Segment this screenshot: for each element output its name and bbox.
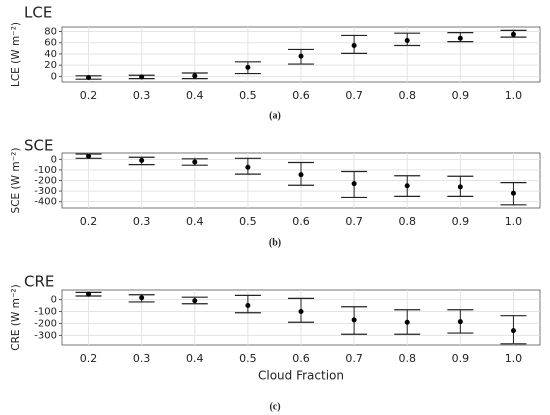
x-tick-label: 0.3 [133, 89, 151, 102]
x-tick-label: 0.8 [398, 215, 416, 228]
y-tick-label: 80 [44, 26, 57, 37]
y-axis-label: SCE (W m⁻²) [10, 148, 22, 214]
point [139, 157, 145, 163]
point [245, 64, 251, 70]
x-tick-label: 0.6 [292, 215, 310, 228]
caption: (c) [269, 401, 280, 412]
y-tick-label: -200 [34, 318, 57, 329]
panel-title: CRE [24, 273, 54, 291]
point [86, 291, 92, 297]
point [139, 295, 145, 301]
point [86, 75, 92, 81]
y-tick-label: 0 [51, 295, 57, 306]
x-tick-label: 0.9 [452, 89, 470, 102]
y-tick-label: -100 [34, 307, 57, 318]
x-axis-label: Cloud Fraction [258, 369, 344, 383]
x-tick-label: 0.6 [292, 352, 310, 365]
y-tick-label: 0 [51, 154, 57, 165]
point [245, 164, 251, 170]
point [404, 319, 410, 325]
point [351, 181, 357, 187]
point [457, 35, 463, 41]
point [351, 317, 357, 323]
x-tick-label: 1.0 [505, 215, 523, 228]
point [510, 328, 516, 334]
x-tick-label: 0.5 [239, 215, 257, 228]
panel-title: SCE [24, 137, 53, 155]
x-tick-label: 1.0 [505, 89, 523, 102]
x-tick-label: 0.6 [292, 89, 310, 102]
x-tick-label: 0.4 [186, 215, 204, 228]
y-tick-label: -100 [34, 165, 57, 176]
y-tick-label: 20 [44, 60, 57, 71]
point [298, 53, 304, 59]
x-tick-label: 0.4 [186, 89, 204, 102]
x-tick-label: 0.5 [239, 89, 257, 102]
x-tick-label: 0.8 [398, 89, 416, 102]
x-tick-label: 0.3 [133, 352, 151, 365]
caption: (b) [269, 237, 281, 248]
caption: (a) [269, 110, 281, 121]
point [192, 298, 198, 304]
point [245, 303, 251, 309]
point [298, 172, 304, 178]
point [510, 31, 516, 37]
y-tick-label: -200 [34, 176, 57, 187]
point [139, 74, 145, 80]
x-tick-label: 0.7 [345, 89, 363, 102]
y-tick-label: 0 [51, 71, 57, 82]
panel-title: LCE [24, 4, 52, 22]
x-tick-label: 0.2 [80, 89, 98, 102]
y-tick-label: -300 [34, 186, 57, 197]
x-tick-label: 0.2 [80, 352, 98, 365]
point [404, 183, 410, 189]
x-tick-label: 0.2 [80, 215, 98, 228]
point [404, 37, 410, 43]
y-tick-label: -400 [34, 197, 57, 208]
y-tick-label: 60 [44, 38, 57, 49]
point [298, 309, 304, 315]
point [351, 43, 357, 49]
point [192, 73, 198, 79]
y-tick-label: 40 [44, 49, 57, 60]
point [457, 319, 463, 325]
x-tick-label: 0.7 [345, 215, 363, 228]
x-tick-label: 0.4 [186, 352, 204, 365]
point [457, 184, 463, 190]
x-tick-label: 0.3 [133, 215, 151, 228]
x-tick-label: 0.5 [239, 352, 257, 365]
x-tick-label: 0.7 [345, 352, 363, 365]
y-axis-label: LCE (W m⁻²) [10, 22, 22, 87]
y-axis-label: CRE (W m⁻²) [10, 284, 22, 351]
x-tick-label: 0.9 [452, 215, 470, 228]
x-tick-label: 1.0 [505, 352, 523, 365]
y-tick-label: -300 [34, 330, 57, 341]
point [510, 190, 516, 196]
x-tick-label: 0.9 [452, 352, 470, 365]
point [86, 153, 92, 159]
x-tick-label: 0.8 [398, 352, 416, 365]
point [192, 159, 198, 165]
